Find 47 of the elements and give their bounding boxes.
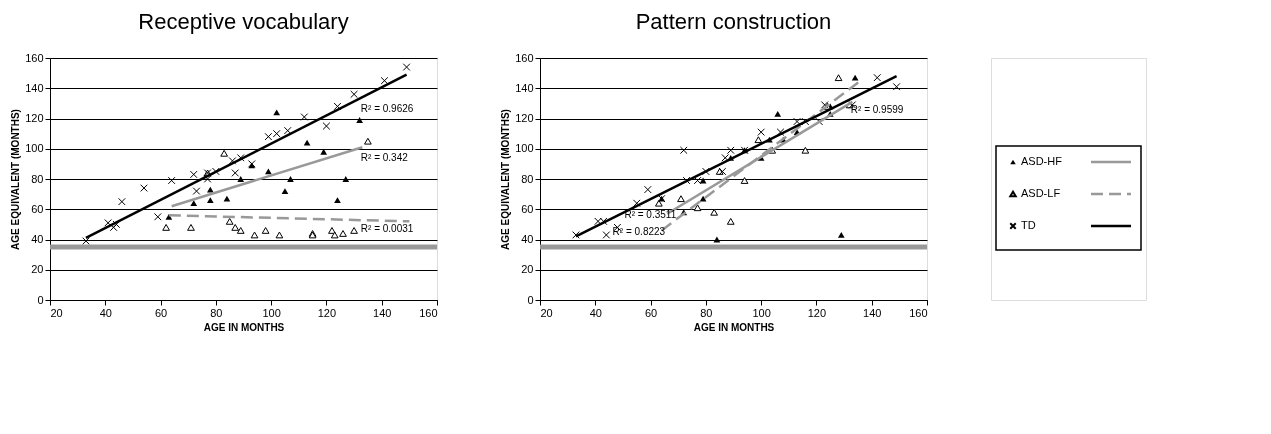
annotation: R² = 0.9626 — [360, 103, 414, 115]
y-tick-label: 40 — [521, 233, 534, 245]
chart-title: Receptive vocabulary — [138, 9, 349, 34]
x-tick-label: 160 — [909, 306, 928, 319]
y-tick-label: 40 — [31, 233, 44, 245]
y-tick-label: 0 — [37, 293, 44, 306]
y-tick-label: 160 — [515, 51, 534, 64]
legend-label: TD — [1021, 219, 1036, 231]
annotation: R² = 0.9599 — [850, 104, 904, 116]
y-tick-label: 140 — [25, 81, 44, 94]
chart-title: Pattern construction — [635, 9, 832, 34]
y-axis-title: AGE EQUIVALENT (MONTHS) — [500, 109, 512, 250]
annotation: R² = 0.342 — [360, 151, 409, 163]
y-tick-label: 80 — [31, 172, 44, 185]
y-tick-label: 120 — [25, 112, 44, 124]
legend-label: ASD-LF — [1021, 187, 1061, 199]
y-axis-title: AGE EQUIVALENT (MONTHS) — [10, 109, 22, 250]
x-tick-label: 160 — [419, 306, 438, 319]
y-tick-label: 60 — [521, 202, 534, 215]
x-axis-title: AGE IN MONTHS — [693, 321, 775, 333]
y-tick-label: 100 — [25, 142, 44, 155]
y-tick-label: 120 — [515, 112, 534, 124]
x-tick-label: 140 — [373, 306, 392, 319]
y-tick-label: 0 — [527, 293, 534, 306]
x-tick-label: 20 — [50, 306, 63, 319]
y-tick-label: 160 — [25, 51, 44, 64]
x-tick-label: 20 — [540, 306, 553, 319]
y-tick-label: 20 — [521, 263, 534, 276]
x-tick-label: 100 — [262, 306, 281, 319]
annotation: R² = 0.0031 — [360, 222, 414, 234]
x-tick-label: 120 — [317, 306, 337, 319]
x-tick-label: 60 — [644, 306, 658, 319]
x-axis-title: AGE IN MONTHS — [203, 321, 285, 333]
x-tick-label: 120 — [807, 306, 827, 319]
x-tick-label: 40 — [589, 306, 602, 319]
y-tick-label: 140 — [515, 81, 534, 94]
x-tick-label: 60 — [154, 306, 168, 319]
x-tick-label: 80 — [700, 306, 713, 319]
x-tick-label: 140 — [863, 306, 882, 319]
y-tick-label: 60 — [31, 202, 44, 215]
legend-label: ASD-HF — [1021, 155, 1063, 167]
x-tick-label: 40 — [99, 306, 112, 319]
y-tick-label: 100 — [515, 142, 534, 155]
y-tick-label: 80 — [521, 172, 534, 185]
y-tick-label: 20 — [31, 263, 44, 276]
x-tick-label: 80 — [210, 306, 223, 319]
x-tick-label: 100 — [752, 306, 771, 319]
